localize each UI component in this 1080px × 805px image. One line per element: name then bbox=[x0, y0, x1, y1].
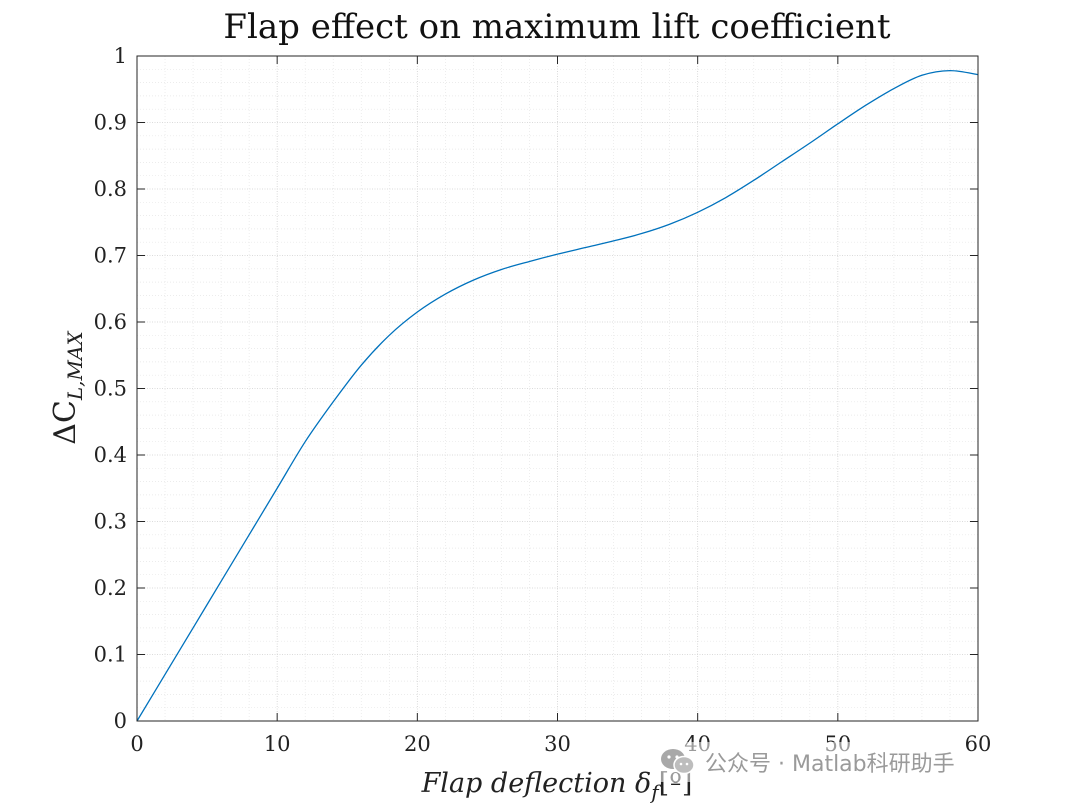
y-tick-label: 0 bbox=[114, 709, 127, 733]
series-line bbox=[136, 69, 979, 722]
y-tick-label: 0.2 bbox=[94, 576, 127, 600]
x-tick-label: 0 bbox=[130, 732, 143, 756]
y-tick-label: 0.4 bbox=[94, 443, 127, 467]
x-tick-label: 30 bbox=[544, 732, 571, 756]
y-tick-label: 0.1 bbox=[94, 643, 127, 667]
y-tick-label: 0.7 bbox=[94, 244, 127, 268]
watermark-text: 公众号 · Matlab科研助手 bbox=[705, 752, 955, 777]
y-tick-label: 0.8 bbox=[94, 177, 127, 201]
x-tick-label: 20 bbox=[404, 732, 431, 756]
y-tick-label: 0.5 bbox=[94, 377, 127, 401]
y-tick-label: 0.6 bbox=[94, 310, 127, 334]
x-tick-label: 10 bbox=[264, 732, 291, 756]
watermark: 公众号 · Matlab科研助手 bbox=[655, 742, 959, 782]
y-tick-label: 0.3 bbox=[94, 510, 127, 534]
y-axis-label-sub: L,MAX bbox=[63, 331, 87, 402]
y-axis-label-main: ΔC bbox=[48, 400, 83, 445]
y-axis-label: ΔCL,MAX bbox=[48, 331, 87, 445]
x-axis-label-main: Flap deflection δ bbox=[421, 768, 652, 799]
ticks bbox=[136, 55, 979, 722]
x-tick-label: 60 bbox=[965, 732, 992, 756]
wechat-icon bbox=[661, 749, 695, 775]
y-tick-labels: 0 0.1 0.2 0.3 0.4 0.5 0.6 0.7 0.8 0.9 1 bbox=[94, 44, 127, 733]
y-tick-label: 1 bbox=[114, 44, 127, 68]
chart-title: Flap effect on maximum lift coefficient bbox=[223, 7, 891, 47]
y-tick-label: 0.9 bbox=[94, 111, 127, 135]
